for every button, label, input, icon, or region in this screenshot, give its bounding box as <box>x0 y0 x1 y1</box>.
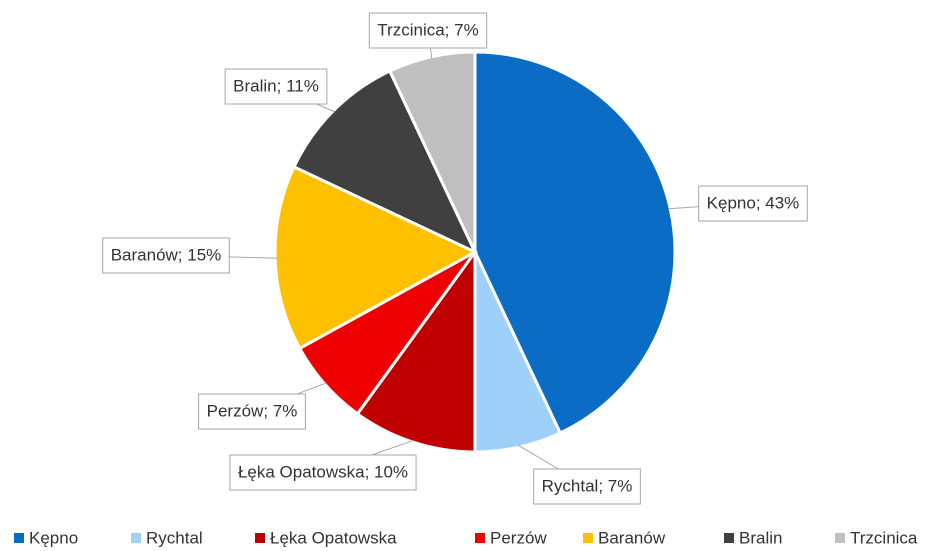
label-box <box>224 68 328 105</box>
legend-label: Łęka Opatowska <box>270 528 397 547</box>
data-label: Trzcinica; 7% <box>377 20 478 39</box>
data-label: Perzów; 7% <box>207 401 298 420</box>
legend-swatch <box>583 533 593 543</box>
legend-swatch <box>475 533 485 543</box>
slices <box>273 50 677 454</box>
label-box <box>102 237 230 274</box>
legend-label: Perzów <box>490 528 547 547</box>
label-box <box>368 12 488 49</box>
legend: Kępno Rychtal Łęka Opatowska Perzów Baranów B… <box>14 528 918 547</box>
legend-label: Rychtal <box>146 528 203 547</box>
data-label: Łęka Opatowska; 10% <box>238 462 408 481</box>
data-label: Bralin; 11% <box>233 76 319 95</box>
label-box <box>698 185 808 222</box>
pie-slice <box>292 69 479 256</box>
legend-label: Kępno <box>29 528 78 547</box>
legend-label: Baranów <box>598 528 666 547</box>
legend-swatch <box>255 533 265 543</box>
labels: Kępno; 43% Rychtal; 7% Łęka Opatowska; 10%… <box>102 12 808 505</box>
label-box <box>198 393 306 430</box>
label-box <box>533 468 641 505</box>
pie-slice <box>355 247 477 454</box>
data-label: Kępno; 43% <box>707 193 800 212</box>
legend-swatch <box>835 533 845 543</box>
legend-swatch <box>131 533 141 543</box>
data-label: Baranów; 15% <box>111 245 222 264</box>
legend-swatch <box>724 533 734 543</box>
legend-label: Bralin <box>739 528 782 547</box>
legend-swatch <box>14 533 24 543</box>
label-box <box>229 454 417 491</box>
data-label: Rychtal; 7% <box>542 476 633 495</box>
legend-label: Trzcinica <box>850 528 918 547</box>
